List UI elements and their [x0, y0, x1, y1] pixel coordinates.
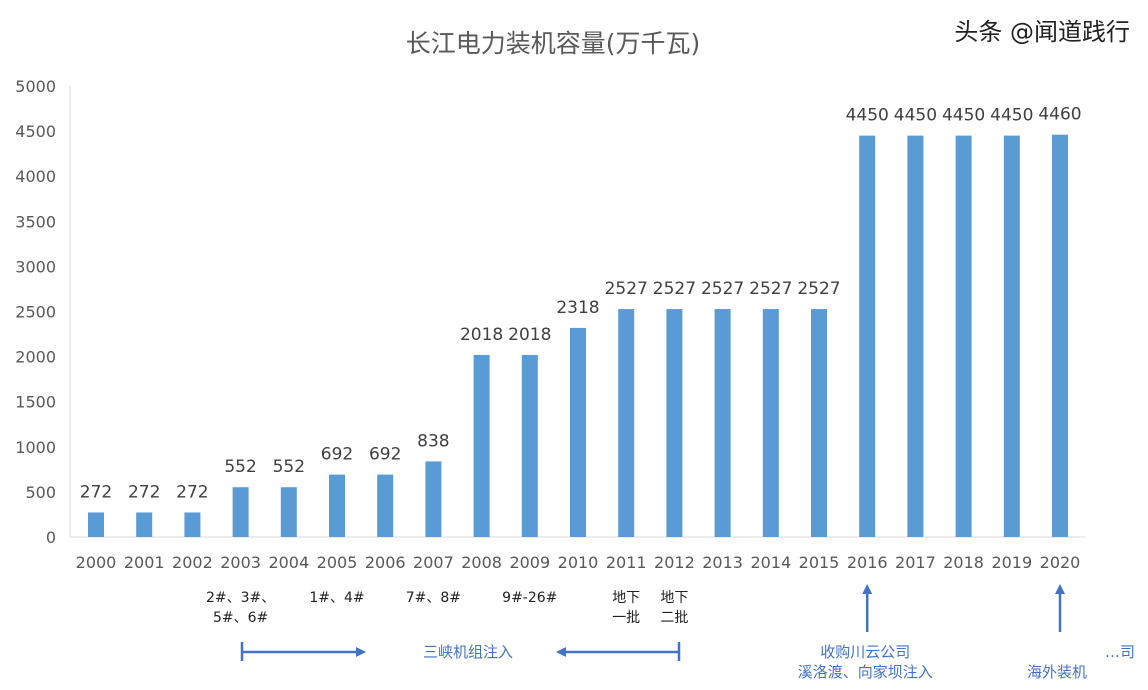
x-tick-label: 2000	[76, 553, 117, 572]
callout-label: 海外装机	[1027, 663, 1087, 681]
data-label: 692	[369, 445, 401, 465]
bar-2018	[955, 135, 972, 538]
y-tick-label: 3500	[15, 212, 56, 231]
data-label: 4450	[846, 106, 889, 126]
bar-2006	[377, 474, 394, 537]
y-tick-label: 1000	[15, 438, 56, 457]
y-tick-label: 4000	[15, 167, 56, 186]
data-label: 552	[273, 457, 305, 477]
watermark: 头条 @闻道践行	[954, 18, 1130, 46]
y-tick-label: 0	[46, 528, 56, 547]
x-tick-label: 2020	[1040, 553, 1081, 572]
data-label: 2318	[556, 298, 599, 318]
data-label: 272	[80, 482, 112, 502]
arrow-up-icon	[862, 584, 873, 594]
x-tick-label: 2003	[220, 553, 261, 572]
arrow-head-icon	[356, 647, 366, 657]
y-tick-label: 2000	[15, 348, 56, 367]
data-label: 2018	[460, 325, 503, 345]
x-tick-label: 2001	[124, 553, 165, 572]
annotation-label: 7#、8#	[406, 590, 461, 606]
callout-label: 收购川云公司	[820, 643, 910, 661]
bar-2003	[232, 487, 249, 537]
chart-title: 长江电力装机容量(万千瓦)	[406, 29, 701, 58]
bar-2020	[1052, 134, 1068, 537]
bar-2014	[762, 309, 779, 537]
bar-2004	[280, 487, 297, 537]
x-tick-label: 2007	[413, 553, 454, 572]
data-label: 4450	[990, 106, 1033, 126]
x-tick-label: 2008	[461, 553, 502, 572]
x-tick-label: 2012	[654, 553, 695, 572]
bar-2010	[570, 327, 586, 537]
annotation-label: 1#、4#	[309, 590, 364, 606]
bar-2015	[811, 309, 827, 537]
x-tick-label: 2019	[991, 553, 1032, 572]
arrow-up-icon	[1055, 584, 1065, 594]
x-tick-label: 2014	[750, 553, 791, 572]
y-tick-label: 2500	[15, 303, 56, 322]
data-label: 2527	[749, 279, 792, 299]
x-tick-label: 2004	[268, 553, 309, 572]
x-tick-label: 2006	[365, 553, 406, 572]
x-tick-label: 2016	[847, 553, 888, 572]
data-label: 2527	[605, 279, 648, 299]
x-tick-label: 2010	[558, 553, 599, 572]
annotation-label: 二批	[660, 610, 688, 626]
bar-2013	[714, 309, 731, 537]
data-label: 552	[224, 457, 256, 477]
data-label: 2527	[653, 279, 696, 299]
bar-2011	[618, 309, 635, 537]
callout-label: 溪洛渡、向家坝注入	[798, 663, 933, 681]
y-tick-label: 3000	[15, 257, 56, 276]
bar-2016	[859, 135, 876, 538]
data-label: 838	[417, 431, 449, 451]
annotation-label: 2#、3#、	[206, 590, 275, 606]
annotation-label: 9#-26#	[502, 590, 557, 606]
y-tick-label: 1500	[15, 393, 56, 412]
x-tick-label: 2002	[172, 553, 213, 572]
annotation-label: 一批	[612, 610, 640, 626]
y-tick-label: 500	[25, 483, 56, 502]
bar-2007	[425, 461, 442, 537]
bar-2012	[666, 309, 683, 537]
bar-2008	[473, 354, 490, 537]
data-label: 4450	[894, 106, 937, 126]
bar-2017	[907, 135, 924, 538]
bar-2001	[136, 512, 153, 537]
data-label: 4460	[1038, 105, 1081, 125]
x-tick-label: 2018	[943, 553, 984, 572]
callout-label: …司	[1105, 643, 1135, 661]
x-tick-label: 2009	[509, 553, 550, 572]
data-label: 2527	[701, 279, 744, 299]
annotation-label: 5#、6#	[213, 610, 268, 626]
bar-2000	[88, 512, 104, 537]
data-label: 692	[321, 445, 353, 465]
arrow-head-icon	[556, 647, 566, 657]
data-label: 4450	[942, 106, 985, 126]
x-tick-label: 2015	[799, 553, 840, 572]
data-label: 272	[176, 482, 208, 502]
data-label: 272	[128, 482, 160, 502]
bar-2002	[184, 512, 201, 537]
x-tick-label: 2005	[317, 553, 358, 572]
bar-2019	[1003, 135, 1020, 538]
annotation-label: 地下	[660, 590, 688, 606]
x-tick-label: 2011	[606, 553, 647, 572]
y-tick-label: 5000	[15, 77, 56, 96]
bar-2009	[521, 354, 538, 537]
range-label: 三峡机组注入	[423, 643, 513, 661]
y-tick-label: 4500	[15, 122, 56, 141]
data-label: 2527	[797, 279, 840, 299]
bar-2005	[329, 474, 345, 537]
x-tick-label: 2013	[702, 553, 743, 572]
x-tick-label: 2017	[895, 553, 936, 572]
data-label: 2018	[508, 325, 551, 345]
annotation-label: 地下	[612, 590, 640, 606]
